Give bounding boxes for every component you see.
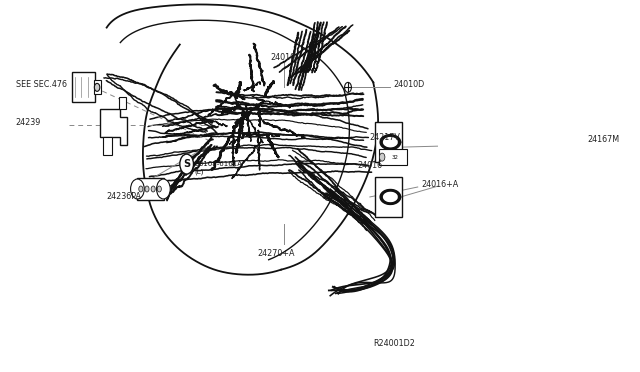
Text: R24001D2: R24001D2: [373, 339, 415, 348]
Text: 24010: 24010: [271, 53, 296, 62]
FancyBboxPatch shape: [137, 178, 164, 200]
Text: (L): (L): [195, 169, 204, 175]
Polygon shape: [119, 97, 126, 109]
Text: 24217V: 24217V: [370, 133, 401, 142]
Circle shape: [139, 186, 143, 192]
Circle shape: [94, 83, 100, 92]
Circle shape: [344, 82, 351, 92]
FancyBboxPatch shape: [375, 122, 402, 162]
FancyBboxPatch shape: [93, 80, 100, 94]
Text: 24016: 24016: [358, 161, 383, 170]
Text: 24239: 24239: [16, 118, 41, 127]
Text: SEE SEC.476: SEE SEC.476: [16, 80, 67, 89]
Circle shape: [145, 186, 149, 192]
Text: 24270+A: 24270+A: [257, 249, 294, 258]
Text: 0B168-6161A: 0B168-6161A: [195, 161, 243, 167]
Polygon shape: [103, 137, 112, 155]
Circle shape: [157, 179, 170, 199]
Circle shape: [180, 154, 193, 174]
Text: 24016+A: 24016+A: [421, 180, 458, 189]
Circle shape: [380, 153, 385, 161]
FancyBboxPatch shape: [375, 177, 402, 217]
Text: 24236PA: 24236PA: [106, 192, 141, 202]
Circle shape: [157, 186, 161, 192]
Text: 24167M: 24167M: [588, 135, 620, 144]
Text: S: S: [183, 159, 190, 169]
Circle shape: [131, 179, 144, 199]
FancyBboxPatch shape: [380, 149, 407, 165]
Polygon shape: [100, 109, 127, 145]
Circle shape: [151, 186, 155, 192]
Text: 32: 32: [392, 155, 399, 160]
FancyBboxPatch shape: [72, 73, 95, 102]
Text: 24010D: 24010D: [394, 80, 425, 89]
